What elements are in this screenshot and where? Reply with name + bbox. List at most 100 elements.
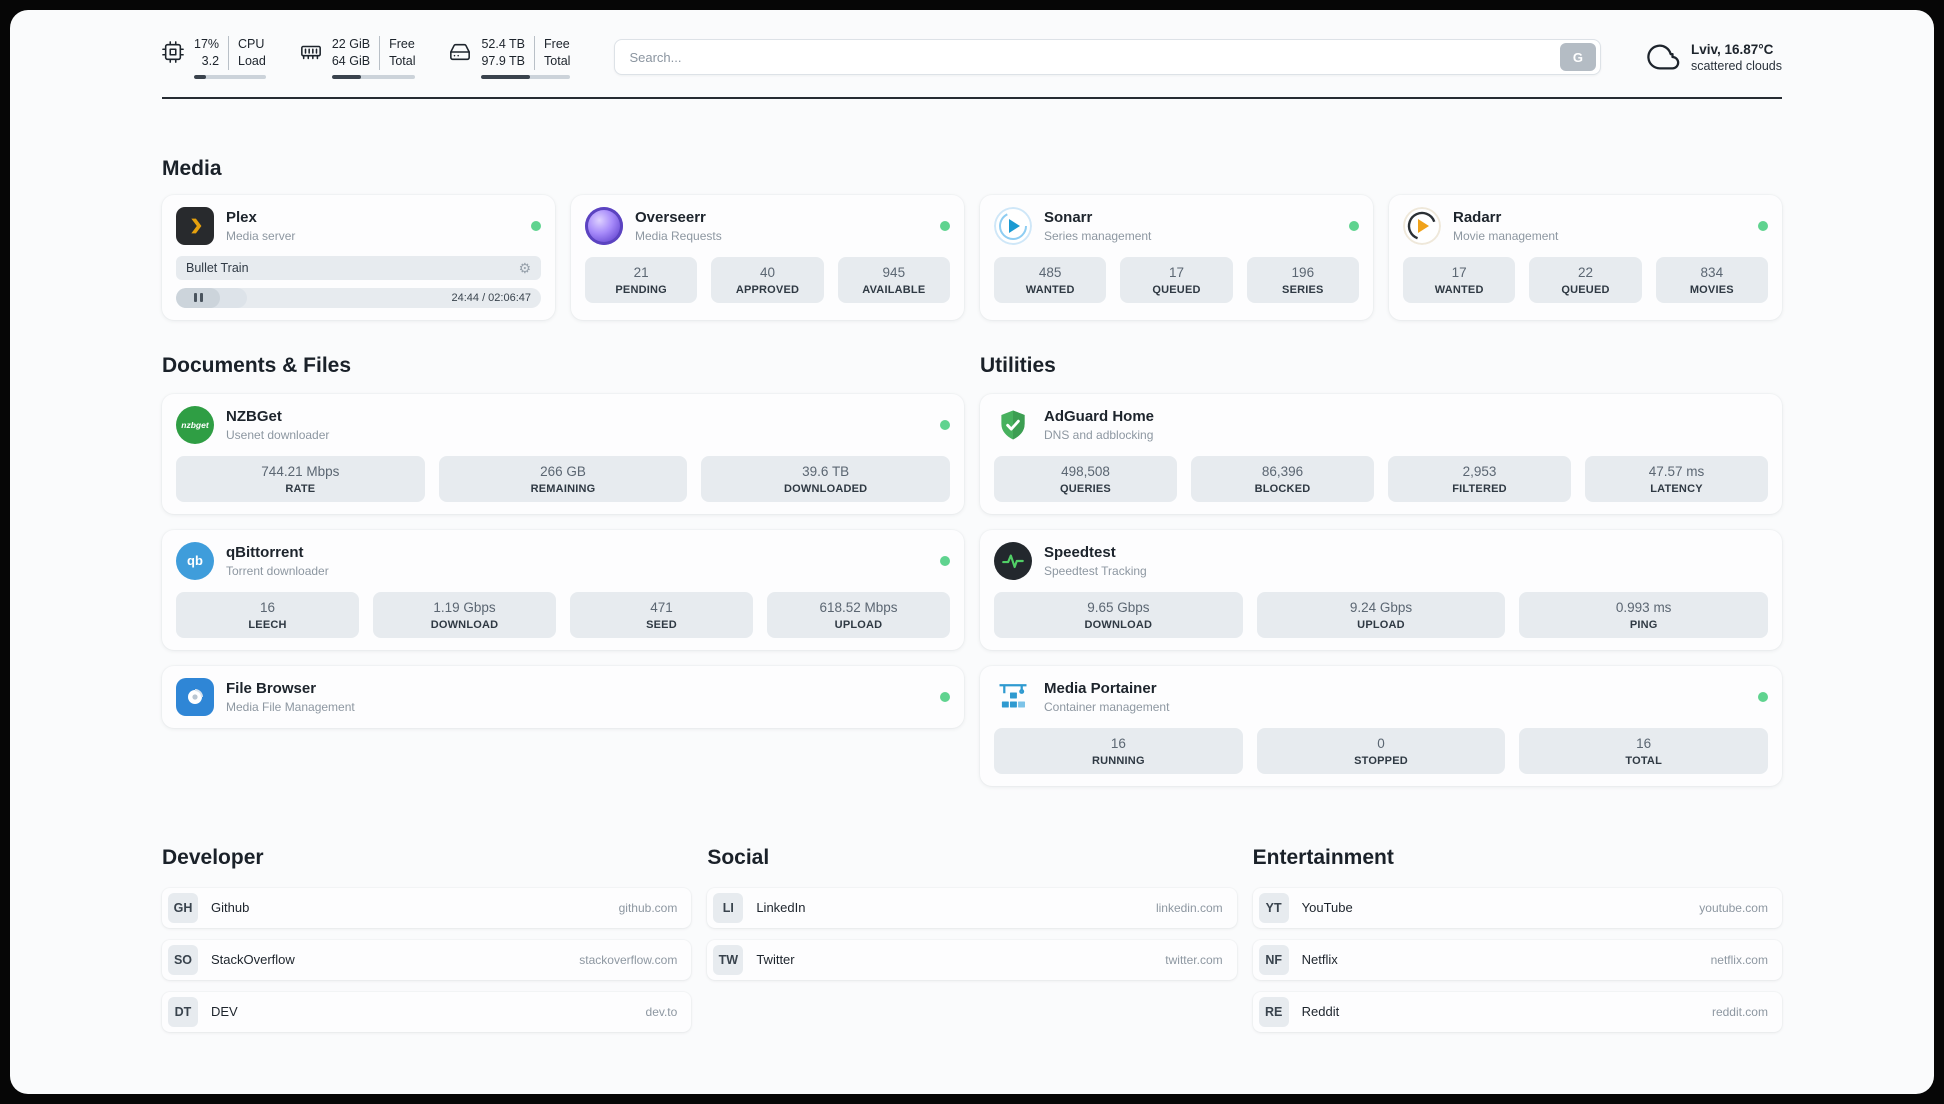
- app-subtitle: DNS and adblocking: [1044, 427, 1154, 442]
- bookmark-twitter[interactable]: TW Twitter twitter.com: [707, 939, 1237, 980]
- stat-pending: 21 PENDING: [585, 256, 698, 303]
- bookmark-url: linkedin.com: [1155, 900, 1223, 915]
- disk-free-label: Free: [544, 37, 570, 51]
- app-card-sonarr[interactable]: Sonarr Series management 485 WANTED 17 QUE…: [980, 194, 1373, 320]
- utilities-column: Utilities AdGuard Home DNS and adblockin…: [980, 354, 1782, 786]
- plex-icon: [176, 206, 214, 245]
- status-online-dot: [1758, 691, 1768, 702]
- status-online-dot: [940, 691, 950, 702]
- status-online-dot: [940, 419, 950, 430]
- bookmark-stackoverflow[interactable]: SO StackOverflow stackoverflow.com: [162, 939, 692, 980]
- weather-widget: Lviv, 16.87°C scattered clouds: [1647, 40, 1782, 74]
- status-online-dot: [1758, 220, 1768, 231]
- twitter-icon: TW: [713, 944, 744, 975]
- now-playing-bar: Bullet Train ⚙: [176, 255, 541, 280]
- bookmark-name: Github: [211, 900, 250, 916]
- app-card-adguard[interactable]: AdGuard Home DNS and adblocking 498,508 Q…: [980, 393, 1782, 514]
- section-title-social: Social: [707, 845, 770, 869]
- bookmarks-social: Social LI LinkedIn linkedin.com TW Twitt…: [707, 845, 1237, 980]
- bookmarks-entertainment: Entertainment YT YouTube youtube.com NF …: [1252, 846, 1782, 1032]
- search-engine-button[interactable]: G: [1559, 43, 1596, 72]
- stat-wanted: 17 WANTED: [1403, 256, 1516, 303]
- app-subtitle: Media server: [226, 228, 296, 243]
- header-divider: [162, 96, 1782, 99]
- youtube-icon: YT: [1258, 892, 1289, 923]
- pause-icon: [199, 293, 203, 303]
- cloud-icon: [1647, 44, 1680, 70]
- app-subtitle: Media File Management: [226, 699, 355, 714]
- stat-total: 16 TOTAL: [1519, 727, 1769, 774]
- stat-running: 16 RUNNING: [994, 727, 1243, 774]
- app-name: Radarr: [1453, 208, 1502, 226]
- bookmark-name: Netflix: [1301, 952, 1338, 968]
- dev-icon: DT: [168, 996, 198, 1027]
- disk-icon: [450, 43, 471, 61]
- bookmark-url: youtube.com: [1699, 900, 1768, 915]
- bookmark-url: reddit.com: [1711, 1004, 1768, 1019]
- stat-ping: 0.993 ms PING: [1519, 591, 1769, 638]
- cpu-percent: 17%: [194, 37, 220, 51]
- speedtest-icon: [994, 541, 1032, 580]
- stat-wanted: 485 WANTED: [994, 256, 1107, 303]
- app-card-nzbget[interactable]: nzbget NZBGet Usenet downloader 744.21 M…: [162, 393, 964, 514]
- bookmark-url: stackoverflow.com: [579, 952, 678, 967]
- cpu-usage-fill: [194, 74, 207, 79]
- disk-usage-bar: [481, 74, 571, 79]
- status-online-dot: [1349, 220, 1359, 231]
- status-online-dot: [940, 220, 950, 231]
- section-title-documents: Documents & Files: [162, 353, 352, 377]
- bookmark-github[interactable]: GH Github github.com: [162, 887, 692, 928]
- app-card-overseerr[interactable]: Overseerr Media Requests 21 PENDING 40 APP…: [571, 194, 964, 320]
- bookmark-netflix[interactable]: NF Netflix netflix.com: [1252, 939, 1782, 980]
- app-card-portainer[interactable]: Media Portainer Container management 16 R…: [980, 665, 1782, 786]
- weather-condition: scattered clouds: [1690, 58, 1782, 73]
- nzbget-icon: nzbget: [176, 405, 214, 444]
- gear-icon[interactable]: ⚙: [518, 259, 531, 276]
- app-card-speedtest[interactable]: Speedtest Speedtest Tracking 9.65 Gbps DO…: [980, 529, 1782, 650]
- vertical-divider: [379, 36, 381, 70]
- disk-total-label: Total: [544, 53, 571, 68]
- bookmark-url: dev.to: [645, 1004, 678, 1019]
- bookmark-name: YouTube: [1301, 900, 1353, 916]
- app-subtitle: Movie management: [1453, 228, 1559, 243]
- playback-progress-bar[interactable]: 24:44 / 02:06:47: [176, 287, 541, 308]
- pause-icon: [193, 293, 197, 303]
- search-bar[interactable]: G: [614, 39, 1601, 76]
- stat-remaining: 266 GB REMAINING: [438, 455, 688, 502]
- section-title-developer: Developer: [162, 845, 264, 869]
- ram-stats: 22 GiB 64 GiB Free Total: [331, 36, 416, 79]
- stat-approved: 40 APPROVED: [711, 256, 824, 303]
- bookmark-url: netflix.com: [1710, 952, 1768, 967]
- app-card-radarr[interactable]: Radarr Movie management 17 WANTED 22 QUEUE…: [1389, 194, 1782, 320]
- qbittorrent-icon: qb: [176, 541, 214, 580]
- cpu-icon: [162, 41, 184, 63]
- search-input[interactable]: [615, 49, 1560, 65]
- disk-widget: 52.4 TB 97.9 TB Free Total: [449, 36, 571, 79]
- bookmark-youtube[interactable]: YT YouTube youtube.com: [1252, 887, 1782, 928]
- vertical-divider: [228, 36, 230, 70]
- ram-usage-bar: [331, 74, 416, 79]
- bookmark-reddit[interactable]: RE Reddit reddit.com: [1252, 991, 1782, 1032]
- app-subtitle: Media Requests: [635, 228, 722, 243]
- app-name: NZBGet: [226, 407, 282, 425]
- app-name: Speedtest: [1044, 543, 1116, 561]
- disk-free-value: 52.4 TB: [481, 37, 526, 51]
- app-card-filebrowser[interactable]: File Browser Media File Management: [162, 665, 964, 728]
- bookmark-name: LinkedIn: [756, 900, 806, 916]
- app-name: Media Portainer: [1044, 679, 1157, 697]
- disk-usage-fill: [481, 74, 530, 79]
- ram-usage-fill: [331, 74, 362, 79]
- bookmark-dev[interactable]: DT DEV dev.to: [162, 991, 692, 1032]
- bookmark-linkedin[interactable]: LI LinkedIn linkedin.com: [707, 887, 1237, 928]
- app-name: Plex: [226, 208, 257, 226]
- stat-blocked: 86,396 BLOCKED: [1191, 455, 1374, 502]
- stat-leech: 16 LEECH: [176, 591, 359, 638]
- status-online-dot: [940, 555, 950, 566]
- pause-button[interactable]: [176, 287, 220, 308]
- now-playing-title: Bullet Train: [186, 260, 249, 275]
- app-card-plex[interactable]: Plex Media server Bullet Train ⚙ 24:44 /…: [162, 194, 555, 320]
- filebrowser-icon: [176, 677, 214, 716]
- app-card-qbittorrent[interactable]: qb qBittorrent Torrent downloader 16 LEEC…: [162, 529, 964, 650]
- ram-free-value: 22 GiB: [331, 37, 371, 51]
- middle-columns: Documents & Files nzbget NZBGet Usenet d…: [162, 354, 1782, 786]
